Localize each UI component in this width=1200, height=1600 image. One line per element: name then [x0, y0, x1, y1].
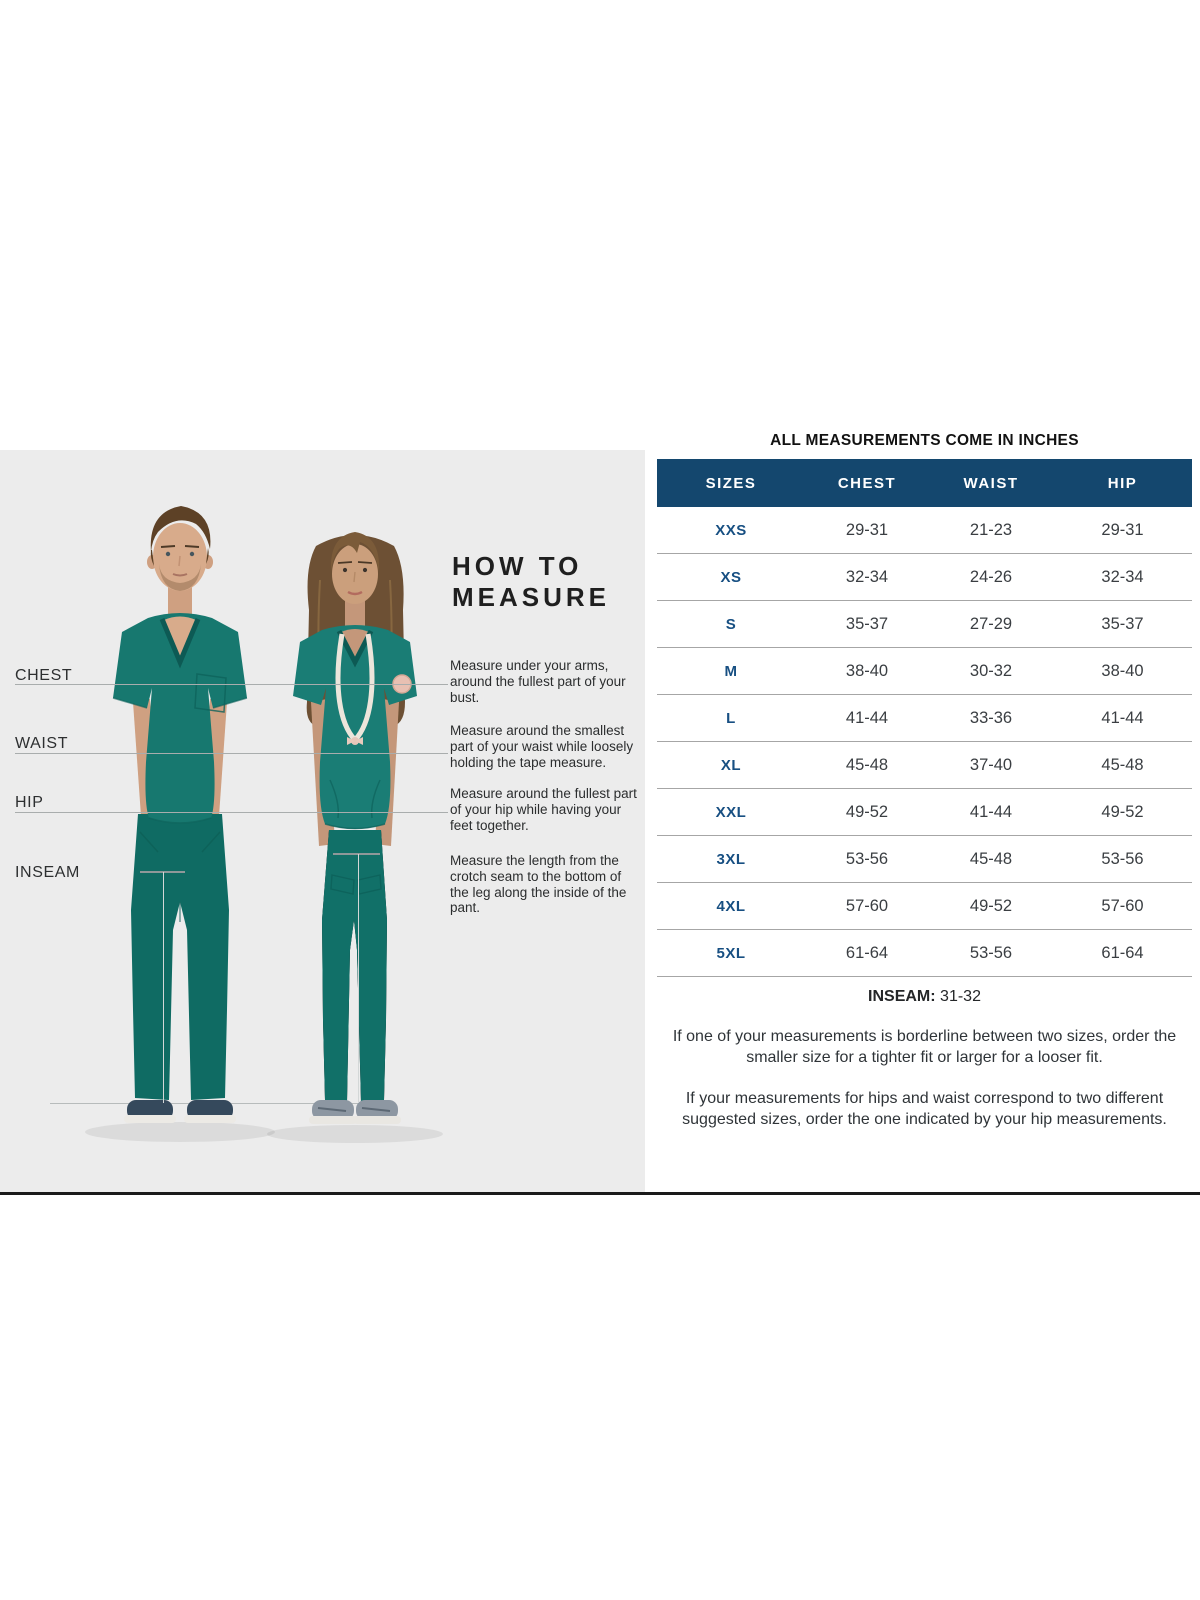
hip-label: HIP [15, 794, 44, 811]
waist-guide-line [15, 753, 448, 754]
column-header-hip: HIP [1053, 459, 1192, 507]
heading-line-1: HOW TO [452, 551, 583, 581]
inseam-note-label: INSEAM: [868, 988, 936, 1005]
inseam-note-value: 31-32 [940, 988, 981, 1005]
table-row: M 38-40 30-32 38-40 [657, 648, 1192, 695]
inseam-note: INSEAM: 31-32 [649, 988, 1200, 1006]
chest-cell: 29-31 [805, 507, 929, 554]
size-cell: S [657, 601, 805, 648]
table-row: 5XL 61-64 53-56 61-64 [657, 930, 1192, 977]
chest-cell: 41-44 [805, 695, 929, 742]
waist-cell: 49-52 [929, 883, 1053, 930]
bottom-divider [0, 1192, 1200, 1195]
inseam-vertical-line-man [163, 872, 164, 1103]
chest-guide-line [15, 684, 448, 685]
inseam-tick-woman [333, 853, 380, 855]
how-to-measure-heading: HOW TO MEASURE [452, 551, 610, 613]
table-row: XXL 49-52 41-44 49-52 [657, 789, 1192, 836]
waist-instruction: Measure around the smallest part of your… [450, 723, 634, 770]
waist-cell: 45-48 [929, 836, 1053, 883]
column-header-waist: WAIST [929, 459, 1053, 507]
chest-cell: 45-48 [805, 742, 929, 789]
table-header-row: SIZES CHEST WAIST HIP [657, 459, 1192, 507]
chest-cell: 35-37 [805, 601, 929, 648]
size-table: SIZES CHEST WAIST HIP XXS 29-31 21-23 29… [657, 459, 1192, 977]
chest-instruction: Measure under your arms, around the full… [450, 658, 626, 705]
size-cell: 3XL [657, 836, 805, 883]
heading-line-2: MEASURE [452, 582, 611, 612]
inseam-vertical-line-woman [358, 854, 359, 1103]
waist-cell: 37-40 [929, 742, 1053, 789]
size-cell: XS [657, 554, 805, 601]
chest-cell: 57-60 [805, 883, 929, 930]
hip-cell: 41-44 [1053, 695, 1192, 742]
chest-cell: 49-52 [805, 789, 929, 836]
size-cell: 5XL [657, 930, 805, 977]
hip-guide-line [15, 812, 448, 813]
size-cell: XL [657, 742, 805, 789]
chest-label: CHEST [15, 667, 73, 684]
male-model-figure [85, 506, 275, 1142]
waist-cell: 27-29 [929, 601, 1053, 648]
table-row: XS 32-34 24-26 32-34 [657, 554, 1192, 601]
size-cell: L [657, 695, 805, 742]
hip-cell: 45-48 [1053, 742, 1192, 789]
table-row: 4XL 57-60 49-52 57-60 [657, 883, 1192, 930]
hip-cell: 32-34 [1053, 554, 1192, 601]
hip-cell: 29-31 [1053, 507, 1192, 554]
table-row: XXS 29-31 21-23 29-31 [657, 507, 1192, 554]
inseam-instruction: Measure the length from the crotch seam … [450, 853, 627, 916]
hip-cell: 38-40 [1053, 648, 1192, 695]
table-row: L 41-44 33-36 41-44 [657, 695, 1192, 742]
chart-title: ALL MEASUREMENTS COME IN INCHES [770, 432, 1079, 449]
hip-instruction: Measure around the fullest part of your … [450, 786, 637, 833]
inseam-tick-man [140, 871, 185, 873]
hip-cell: 49-52 [1053, 789, 1192, 836]
sizing-note-2: If your measurements for hips and waist … [682, 1090, 1167, 1128]
sizing-note-1: If one of your measurements is borderlin… [672, 1028, 1177, 1066]
waist-cell: 21-23 [929, 507, 1053, 554]
size-cell: XXL [657, 789, 805, 836]
size-cell: XXS [657, 507, 805, 554]
size-cell: 4XL [657, 883, 805, 930]
models-illustration [85, 506, 443, 1143]
hip-cell: 53-56 [1053, 836, 1192, 883]
waist-cell: 24-26 [929, 554, 1053, 601]
table-row: 3XL 53-56 45-48 53-56 [657, 836, 1192, 883]
hip-cell: 35-37 [1053, 601, 1192, 648]
chest-cell: 38-40 [805, 648, 929, 695]
chest-cell: 53-56 [805, 836, 929, 883]
size-chart-panel: ALL MEASUREMENTS COME IN INCHES SIZES CH… [649, 418, 1200, 1130]
chest-cell: 32-34 [805, 554, 929, 601]
column-header-sizes: SIZES [657, 459, 805, 507]
size-cell: M [657, 648, 805, 695]
table-row: S 35-37 27-29 35-37 [657, 601, 1192, 648]
waist-cell: 53-56 [929, 930, 1053, 977]
hip-cell: 61-64 [1053, 930, 1192, 977]
female-model-figure [267, 532, 443, 1143]
chest-cell: 61-64 [805, 930, 929, 977]
waist-cell: 30-32 [929, 648, 1053, 695]
waist-cell: 41-44 [929, 789, 1053, 836]
hip-cell: 57-60 [1053, 883, 1192, 930]
photo-panel: CHEST WAIST HIP INSEAM HOW TO MEASURE Me… [0, 450, 645, 1194]
inseam-label: INSEAM [15, 864, 80, 881]
column-header-chest: CHEST [805, 459, 929, 507]
table-row: XL 45-48 37-40 45-48 [657, 742, 1192, 789]
waist-label: WAIST [15, 735, 69, 752]
waist-cell: 33-36 [929, 695, 1053, 742]
